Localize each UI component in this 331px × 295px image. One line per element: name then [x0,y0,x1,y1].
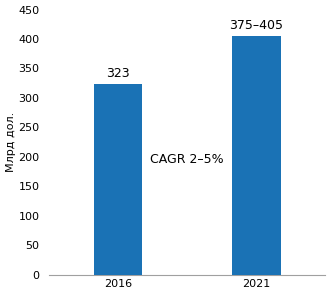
Bar [232,36,281,275]
Y-axis label: Млрд дол.: Млрд дол. [6,112,16,172]
Text: 375–405: 375–405 [229,19,283,32]
Text: 323: 323 [107,67,130,80]
Bar [94,84,142,275]
Text: CAGR 2–5%: CAGR 2–5% [151,153,224,166]
